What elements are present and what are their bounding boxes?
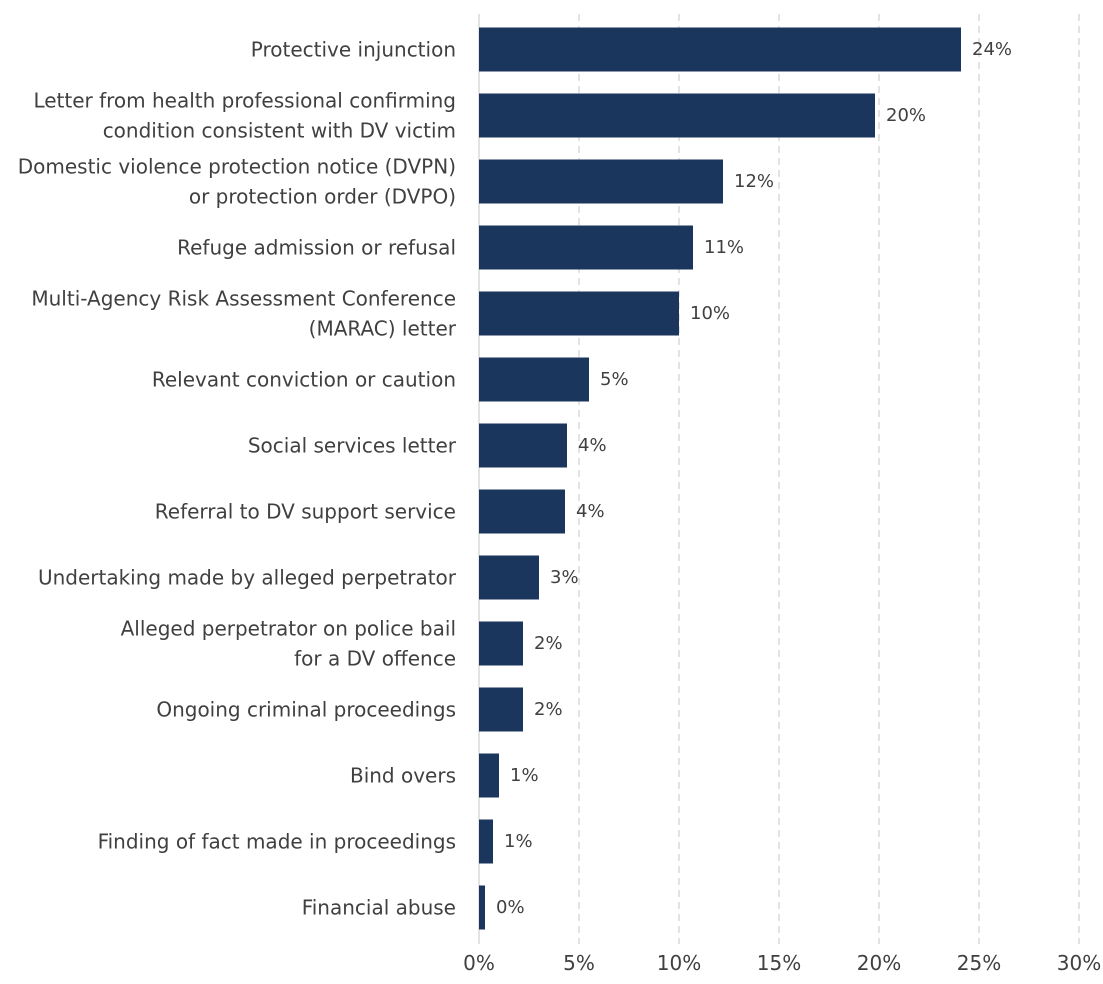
- bars: [479, 27, 961, 930]
- data-label: 1%: [504, 831, 533, 852]
- x-tick-label: 15%: [757, 951, 801, 975]
- category-label: Domestic violence protection notice (DVP…: [18, 155, 456, 209]
- category-label: Social services letter: [248, 434, 457, 458]
- data-label: 3%: [550, 567, 579, 588]
- x-tick-label: 10%: [657, 951, 701, 975]
- data-label: 0%: [496, 897, 525, 918]
- data-label: 1%: [510, 765, 539, 786]
- bar: [479, 225, 693, 270]
- data-label: 2%: [534, 633, 563, 654]
- category-labels: Protective injunction Letter from health …: [18, 38, 457, 920]
- bar: [479, 423, 567, 468]
- bar: [479, 27, 961, 72]
- bar: [479, 159, 723, 204]
- category-label: Ongoing criminal proceedings: [156, 698, 456, 722]
- category-label: Letter from health professional confirmi…: [33, 89, 456, 143]
- x-tick-label: 0%: [463, 951, 495, 975]
- category-label: Multi-Agency Risk Assessment Conference(…: [31, 287, 456, 341]
- data-label: 5%: [600, 369, 629, 390]
- x-tick-label: 20%: [857, 951, 901, 975]
- category-label: Protective injunction: [251, 38, 456, 62]
- bar: [479, 885, 485, 930]
- bar: [479, 489, 565, 534]
- data-labels: 24% 20% 12% 11% 10% 5% 4% 4% 3% 2% 2% 1% 1% 0%: [496, 39, 1012, 918]
- data-label: 2%: [534, 699, 563, 720]
- category-label: Bind overs: [350, 764, 456, 788]
- category-label: Alleged perpetrator on police bail for a …: [121, 617, 456, 671]
- bar: [479, 621, 523, 666]
- category-label: Financial abuse: [302, 896, 456, 920]
- x-tick-label: 30%: [1057, 951, 1101, 975]
- data-label: 4%: [578, 435, 607, 456]
- bar: [479, 753, 499, 798]
- data-label: 24%: [972, 39, 1012, 60]
- x-tick-label: 25%: [957, 951, 1001, 975]
- bar: [479, 819, 493, 864]
- x-axis-ticks: 0% 5% 10% 15% 20% 25% 30%: [463, 951, 1101, 975]
- gridlines: [478, 14, 1080, 944]
- bar: [479, 291, 679, 336]
- category-label: Finding of fact made in proceedings: [98, 830, 456, 854]
- category-label: Refuge admission or refusal: [177, 236, 456, 260]
- bar: [479, 555, 539, 600]
- data-label: 11%: [704, 237, 744, 258]
- data-label: 10%: [690, 303, 730, 324]
- bar: [479, 93, 875, 138]
- x-tick-label: 5%: [563, 951, 595, 975]
- data-label: 20%: [886, 105, 926, 126]
- data-label: 4%: [576, 501, 605, 522]
- category-label: Relevant conviction or caution: [152, 368, 456, 392]
- bar: [479, 357, 589, 402]
- bar: [479, 687, 523, 732]
- category-label: Undertaking made by alleged perpetrator: [38, 566, 457, 590]
- category-label: Referral to DV support service: [155, 500, 456, 524]
- data-label: 12%: [734, 171, 774, 192]
